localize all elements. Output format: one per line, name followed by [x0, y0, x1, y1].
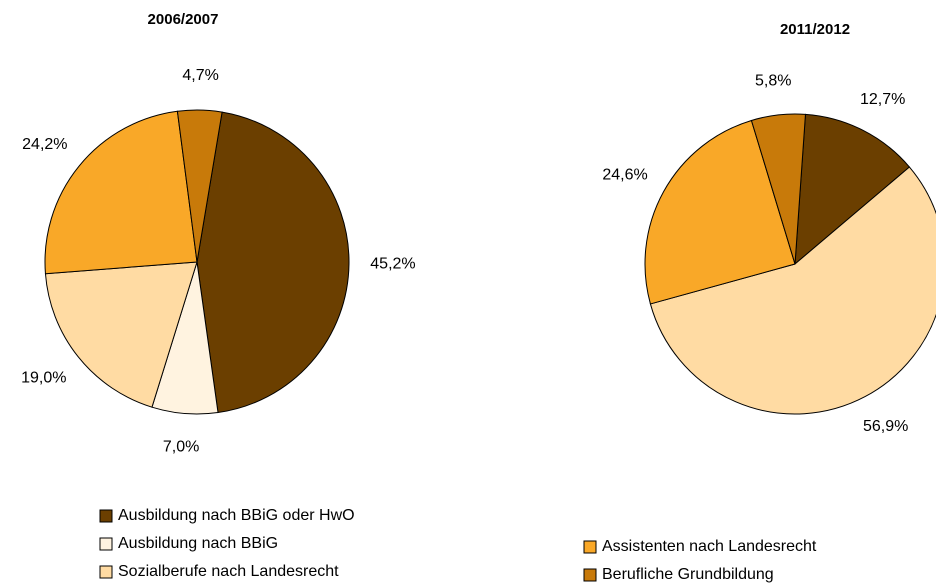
- legend-swatch: [583, 540, 597, 554]
- data-label: 45,2%: [370, 256, 415, 273]
- data-label: 56,9%: [863, 418, 908, 435]
- legend-swatch: [99, 509, 113, 523]
- data-label: 19,0%: [21, 369, 66, 386]
- pie-slice: [794, 113, 911, 266]
- data-label: 4,7%: [182, 67, 218, 84]
- legend-label: Berufliche Grundbildung: [602, 566, 774, 583]
- chart-title: 2011/2012: [780, 21, 850, 38]
- data-label: 5,8%: [755, 72, 791, 89]
- pie-slice: [196, 111, 350, 414]
- legend-swatch: [583, 568, 597, 582]
- pie-slice: [44, 110, 198, 275]
- legend-swatch: [99, 565, 113, 579]
- chart-title: 2006/2007: [148, 11, 219, 28]
- legend-swatch: [99, 537, 113, 551]
- pie-slice: [176, 109, 223, 263]
- legend-label: Ausbildung nach BBiG: [118, 535, 278, 552]
- data-label: 12,7%: [860, 91, 905, 108]
- legend-label: Sozialberufe nach Landesrecht: [118, 563, 339, 580]
- pie-slice: [750, 113, 806, 265]
- data-label: 7,0%: [163, 439, 199, 456]
- data-label: 24,2%: [22, 136, 67, 153]
- data-label: 24,6%: [602, 166, 647, 183]
- pie-slice: [649, 166, 936, 415]
- pie-slice: [44, 261, 198, 408]
- legend-label: Ausbildung nach BBiG oder HwO: [118, 507, 355, 524]
- pie-slice: [644, 119, 796, 305]
- legend-label: Assistenten nach Landesrecht: [602, 538, 817, 555]
